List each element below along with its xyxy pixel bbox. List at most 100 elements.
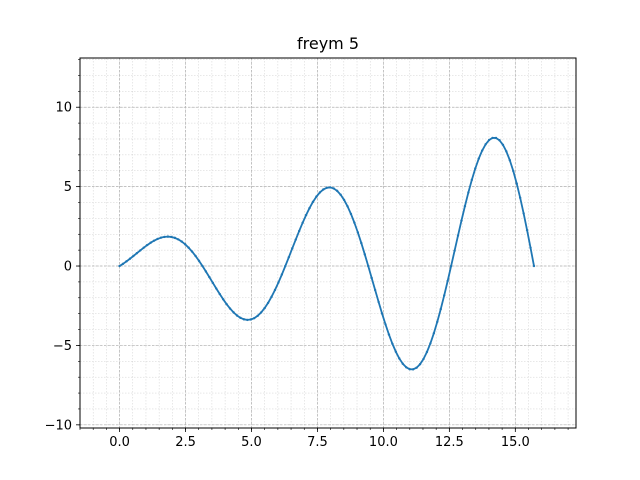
data-point — [522, 212, 525, 215]
data-point — [177, 238, 180, 241]
data-point — [470, 178, 474, 182]
data-point — [484, 143, 487, 146]
data-point — [297, 229, 301, 233]
chart-title: freym 5 — [297, 34, 359, 53]
data-point — [353, 221, 356, 224]
data-point — [318, 191, 322, 194]
data-point — [142, 246, 145, 249]
data-point — [518, 196, 522, 200]
data-point — [491, 136, 494, 140]
data-point — [166, 235, 170, 238]
data-point — [329, 186, 332, 189]
x-tick-label: 15.0 — [501, 435, 530, 450]
data-point — [422, 357, 425, 361]
data-point — [373, 288, 377, 292]
data-point — [259, 311, 263, 314]
data-point — [387, 333, 391, 336]
data-point — [515, 182, 518, 185]
data-point — [146, 243, 149, 247]
data-point — [429, 342, 432, 345]
data-point — [277, 281, 280, 284]
data-point — [449, 264, 453, 268]
data-point — [342, 198, 346, 202]
data-point — [529, 246, 532, 250]
x-tick-label: 0.0 — [109, 435, 130, 450]
data-point — [391, 342, 394, 345]
data-point — [415, 366, 418, 369]
data-point — [512, 169, 515, 173]
data-point — [201, 264, 204, 268]
data-point — [228, 307, 232, 310]
data-point — [384, 323, 387, 326]
data-point — [304, 213, 308, 217]
data-point — [308, 206, 311, 210]
data-point — [132, 254, 135, 258]
data-point — [253, 316, 256, 320]
data-point — [215, 287, 218, 290]
y-tick-label: 10 — [55, 101, 72, 116]
data-point — [315, 195, 318, 198]
data-point — [125, 260, 128, 263]
data-point — [270, 295, 273, 299]
data-point — [325, 186, 328, 189]
x-tick-label: 2.5 — [175, 435, 196, 450]
data-point — [487, 138, 491, 142]
data-point — [411, 368, 415, 371]
data-point — [232, 311, 235, 314]
data-point — [280, 273, 284, 276]
data-point — [505, 150, 508, 153]
data-point — [156, 237, 159, 241]
data-point — [183, 243, 187, 246]
data-point — [118, 264, 121, 268]
data-point — [190, 250, 194, 253]
data-point — [525, 228, 529, 232]
data-point — [463, 204, 467, 208]
data-point — [408, 368, 411, 371]
data-point — [249, 318, 253, 321]
data-point — [221, 298, 225, 301]
data-point — [128, 257, 132, 260]
series-layer — [118, 136, 536, 371]
data-point — [266, 301, 270, 305]
data-point — [501, 143, 505, 146]
data-point — [498, 139, 501, 142]
data-point — [284, 264, 287, 268]
x-tick-label: 7.5 — [307, 435, 328, 450]
data-point — [398, 357, 401, 360]
data-point — [380, 312, 384, 315]
y-tick-label: 5 — [64, 180, 72, 195]
data-point — [180, 240, 183, 243]
data-point — [401, 362, 404, 365]
data-point — [339, 193, 342, 196]
data-point — [287, 256, 290, 259]
data-point — [453, 249, 456, 252]
data-point — [508, 159, 512, 162]
data-point — [256, 314, 259, 317]
data-point — [173, 236, 177, 240]
data-point — [356, 231, 360, 234]
data-point — [446, 279, 449, 283]
data-point — [436, 320, 439, 323]
data-point — [149, 241, 152, 244]
data-point — [163, 235, 166, 239]
data-point — [208, 275, 211, 279]
data-point — [349, 212, 353, 216]
data-point — [481, 149, 484, 152]
x-tick-label: 10.0 — [369, 435, 398, 450]
data-point — [291, 247, 294, 250]
data-point — [332, 187, 335, 190]
data-point — [239, 316, 242, 320]
data-point — [367, 264, 370, 268]
data-point — [477, 157, 480, 160]
x-tick-label: 5.0 — [241, 435, 262, 450]
y-tick-label: −5 — [53, 339, 72, 354]
data-point — [225, 302, 228, 306]
data-point — [218, 292, 221, 296]
axis-ticks: 0.0 2.5 5.0 7.5 10.0 12.5 15.0 −10 −5 0 5 10 — [45, 59, 569, 450]
data-point — [170, 235, 173, 239]
data-point — [159, 236, 163, 239]
data-point — [532, 264, 536, 268]
